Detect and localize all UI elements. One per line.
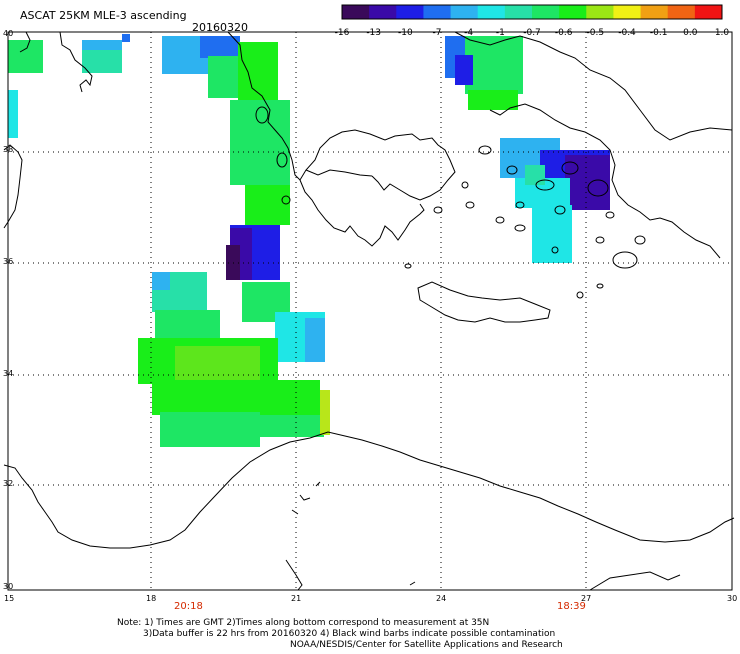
colorbar-label: -4 [464,28,473,38]
colorbar-swatch [694,5,723,19]
colorbar-label: -0.4 [618,28,636,38]
colorbar-label: -16 [335,28,350,38]
colorbar-swatch [477,5,506,19]
colorbar-label: -7 [433,28,442,38]
colorbar-label: -0.6 [555,28,573,38]
colorbar-label: 1.0 [715,28,730,38]
lat-label-34: 34 [3,369,13,378]
wind-data-swaths [8,34,610,447]
colorbar-swatch [532,5,560,19]
colorbar-label: 0.0 [683,28,698,38]
map-date: 20160320 [192,21,248,34]
swath-time-east: 18:39 [557,601,586,612]
colorbar-label: -0.7 [523,28,541,38]
colorbar-swatch [423,5,452,19]
note-line-1: Note: 1) Times are GMT 2)Times along bot… [117,618,489,628]
colorbar-swatch [342,5,370,19]
colorbar-swatch [640,5,669,19]
lat-label-32: 32 [3,479,13,488]
colorbar-swatch [667,5,696,19]
colorbar-swatch [559,5,587,19]
colorbar-swatch [396,5,424,19]
lon-label-15: 15 [4,594,14,603]
coastlines [3,31,735,591]
colorbar-swatch [586,5,614,19]
lon-label-24: 24 [436,594,446,603]
colorbar-swatch [369,5,397,19]
color-scale-bar [341,4,723,20]
lon-label-30: 30 [727,594,737,603]
lat-label-36: 36 [3,257,13,266]
color-scale-labels: -16 -13 -10 -7 -4 -1 -0.7 -0.6 -0.5 -0.4 -0.1 0.0 1.… [335,28,730,38]
colorbar-swatch [450,5,479,19]
lat-label-40: 40 [3,29,13,38]
colorbar-label: -10 [398,28,413,38]
colorbar-label: -0.5 [587,28,605,38]
colorbar-frame [341,4,723,20]
colorbar-label: -13 [366,28,381,38]
colorbar-label: -0.1 [650,28,668,38]
swath-time-west: 20:18 [174,601,203,612]
note-line-3: NOAA/NESDIS/Center for Satellite Applica… [290,640,563,650]
colorbar-label: -1 [496,28,505,38]
note-line-2: 3)Data buffer is 22 hrs from 20160320 4)… [143,629,555,639]
colorbar-swatch [504,5,533,19]
map-title: ASCAT 25KM MLE-3 ascending [20,9,187,22]
lat-lon-grid [8,32,732,590]
colorbar-swatch [613,5,642,19]
lon-label-18: 18 [146,594,156,603]
map-frame [7,31,733,591]
lat-label-38: 38 [3,145,13,154]
lon-label-21: 21 [291,594,301,603]
lon-label-27: 27 [581,594,591,603]
lat-label-30: 30 [3,582,13,591]
